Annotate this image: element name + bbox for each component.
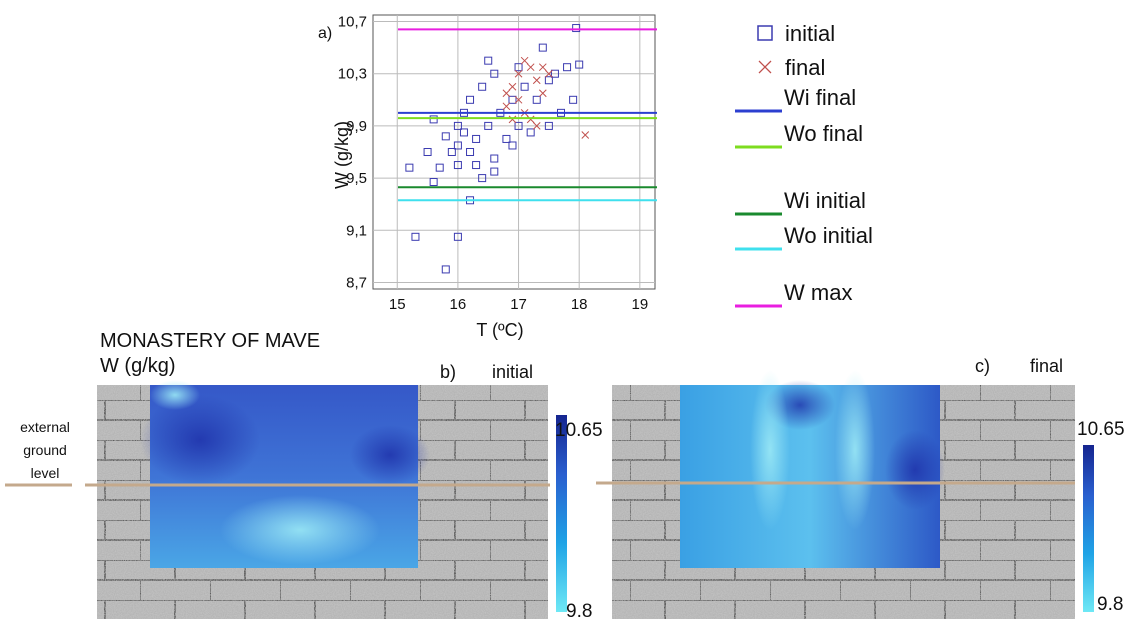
point: [502, 102, 511, 111]
point: [453, 232, 462, 241]
point: [581, 131, 590, 139]
point: [514, 121, 523, 130]
ground-label: ground: [23, 442, 67, 458]
panel-label: b): [440, 362, 456, 382]
ground-label: level: [31, 465, 60, 481]
point: [453, 161, 462, 170]
point: [532, 76, 541, 85]
point: [544, 76, 553, 85]
legend-label: Wo initial: [784, 223, 873, 248]
legend-label: initial: [785, 21, 835, 46]
y-tick-label: 10,7: [338, 14, 367, 31]
point: [466, 95, 475, 104]
point: [514, 63, 523, 72]
panel-label: a): [318, 25, 332, 42]
point: [441, 265, 450, 274]
x-axis-label: T (ºC): [476, 320, 523, 340]
point: [508, 115, 517, 124]
point: [569, 95, 578, 104]
point: [447, 148, 456, 156]
point: [478, 174, 487, 183]
panel-label: c): [975, 356, 990, 376]
map-c: [596, 370, 1094, 619]
legend-marker: [757, 25, 773, 41]
point: [545, 69, 553, 78]
point: [478, 82, 487, 91]
point: [520, 56, 529, 65]
map-unit: W (g/kg): [100, 355, 176, 377]
point: [538, 63, 547, 72]
point: [441, 132, 450, 141]
y-tick-label: 8,7: [346, 274, 367, 291]
point: [544, 121, 553, 130]
ground-label: external: [20, 419, 70, 435]
point: [532, 122, 541, 130]
point: [490, 69, 499, 78]
point: [429, 178, 438, 187]
point: [459, 128, 468, 137]
point: [453, 141, 462, 150]
point: [526, 115, 535, 124]
panel-state: initial: [492, 362, 533, 382]
point: [472, 161, 481, 170]
point: [502, 89, 511, 98]
point: [508, 141, 517, 150]
point: [532, 95, 541, 104]
x-tick-label: 16: [450, 296, 467, 313]
x-tick-label: 17: [510, 296, 527, 313]
legend-label: Wi initial: [784, 188, 866, 213]
legend-label: Wo final: [784, 121, 863, 146]
point: [502, 134, 511, 143]
point: [472, 134, 481, 143]
colorbar-min: 9.8: [1097, 594, 1123, 615]
point: [429, 115, 438, 124]
point: [526, 63, 535, 72]
y-tick-label: 10,3: [338, 66, 367, 83]
x-tick-label: 15: [389, 296, 406, 313]
y-axis-label: W (g/kg): [332, 121, 352, 189]
figure-title: MONASTERY OF MAVE: [100, 330, 320, 352]
point: [514, 95, 523, 104]
point: [538, 89, 547, 98]
y-tick-label: 9,5: [346, 170, 367, 187]
point: [563, 63, 572, 72]
legend-label: final: [785, 55, 825, 80]
y-tick-label: 9,9: [346, 118, 367, 135]
point: [526, 128, 535, 137]
point: [508, 82, 517, 91]
x-tick-label: 18: [571, 296, 588, 313]
point: [484, 56, 493, 65]
point: [514, 69, 523, 78]
point: [550, 69, 559, 78]
x-tick-label: 19: [631, 296, 648, 313]
legend-label: Wi final: [784, 85, 856, 110]
point: [453, 121, 462, 130]
point: [484, 121, 493, 130]
y-tick-label: 9,1: [346, 222, 367, 239]
point: [508, 95, 517, 104]
point: [572, 24, 581, 33]
colorbar-min: 9.8: [566, 601, 592, 619]
legend-marker: [758, 60, 772, 74]
map-b: [5, 380, 567, 619]
point: [423, 148, 432, 156]
colorbar-max: 10.65: [1077, 419, 1125, 440]
point: [520, 82, 529, 91]
point: [411, 232, 420, 241]
plot-area: [372, 14, 656, 290]
point: [405, 163, 414, 172]
point: [435, 163, 444, 172]
point: [538, 43, 547, 52]
point: [466, 148, 475, 156]
point: [575, 60, 584, 69]
point: [490, 167, 499, 176]
legend-label: W max: [784, 280, 852, 305]
colorbar-max: 10.65: [555, 420, 603, 441]
point: [490, 154, 499, 163]
panel-state: final: [1030, 356, 1063, 376]
